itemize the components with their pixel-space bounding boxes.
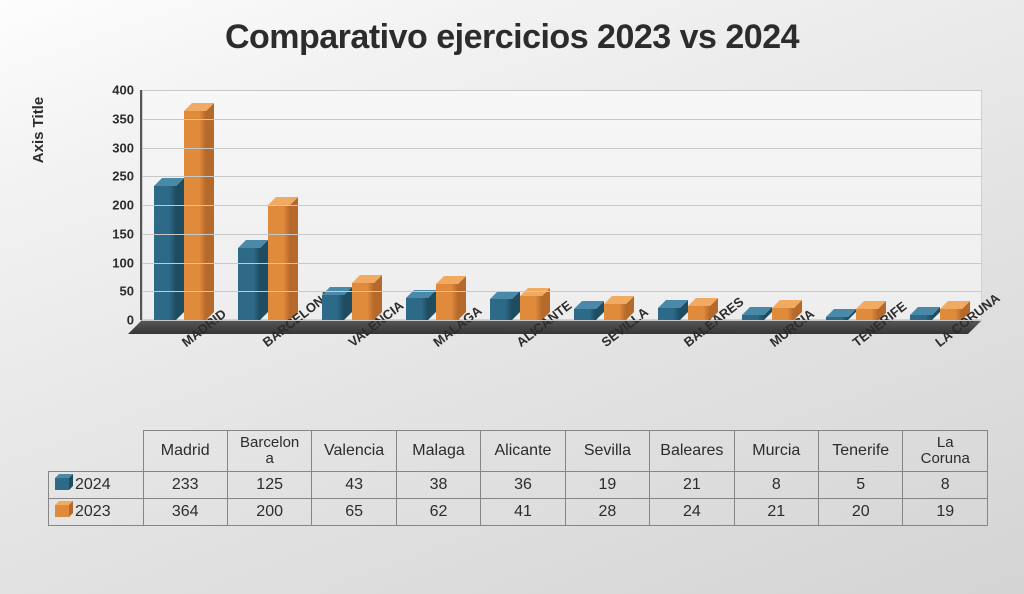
gridline — [142, 263, 982, 264]
table-cell: 8 — [903, 471, 988, 498]
table-row: 2023 3642006562412824212019 — [49, 498, 988, 525]
table-header-cell: Alicante — [481, 431, 565, 472]
table-header-cell: Barcelona — [227, 431, 311, 472]
table-cell: 41 — [481, 498, 565, 525]
table-header-cell: Sevilla — [565, 431, 649, 472]
y-tick: 150 — [112, 226, 142, 241]
table-cell: 19 — [903, 498, 988, 525]
bar — [238, 248, 260, 320]
table-header-cell: Tenerife — [819, 431, 903, 472]
table-cell: 24 — [650, 498, 734, 525]
plot-area: MADRIDBARCELONAVALENCIAMALAGAALICANTESEV… — [140, 90, 982, 320]
table-header-cell: Malaga — [396, 431, 480, 472]
y-tick: 200 — [112, 198, 142, 213]
table-cell: 21 — [734, 498, 818, 525]
data-table: MadridBarcelonaValenciaMalagaAlicanteSev… — [48, 430, 988, 526]
table-cell: 125 — [227, 471, 311, 498]
legend-swatch — [55, 505, 69, 517]
gridline — [142, 205, 982, 206]
table-cell: 36 — [481, 471, 565, 498]
bar — [154, 186, 176, 320]
legend-label: 2023 — [75, 503, 111, 520]
table-cell: 28 — [565, 498, 649, 525]
bar — [658, 308, 680, 320]
table-cell: 233 — [143, 471, 227, 498]
bar — [184, 111, 206, 320]
y-tick: 300 — [112, 140, 142, 155]
table-cell: 200 — [227, 498, 311, 525]
y-tick: 50 — [120, 284, 142, 299]
gridline — [142, 176, 982, 177]
table-cell: 65 — [312, 498, 396, 525]
chart-area: MADRIDBARCELONAVALENCIAMALAGAALICANTESEV… — [100, 80, 980, 360]
gridline — [142, 234, 982, 235]
gridline — [142, 291, 982, 292]
table-header-cell: Baleares — [650, 431, 734, 472]
legend-swatch — [55, 478, 69, 490]
table-header-cell: LaCoruna — [903, 431, 988, 472]
gridline — [142, 320, 982, 321]
table-cell: 38 — [396, 471, 480, 498]
bar — [574, 309, 596, 320]
table-header-cell: Madrid — [143, 431, 227, 472]
bar — [490, 299, 512, 320]
y-tick: 250 — [112, 169, 142, 184]
table-row: 20242331254338361921858 — [49, 471, 988, 498]
table-cell: 19 — [565, 471, 649, 498]
table-cell: 20 — [819, 498, 903, 525]
y-tick: 0 — [127, 313, 142, 328]
bar — [436, 284, 458, 320]
y-axis-label: Axis Title — [30, 60, 47, 200]
table-cell: 21 — [650, 471, 734, 498]
legend-label: 2024 — [75, 476, 111, 493]
gridline — [142, 148, 982, 149]
table-corner — [49, 431, 144, 472]
table-header-cell: Valencia — [312, 431, 396, 472]
table-cell: 8 — [734, 471, 818, 498]
chart-title: Comparativo ejercicios 2023 vs 2024 — [0, 0, 1024, 57]
y-tick: 350 — [112, 111, 142, 126]
table-cell: 364 — [143, 498, 227, 525]
table-header-cell: Murcia — [734, 431, 818, 472]
bar — [352, 283, 374, 320]
data-table-wrap: MadridBarcelonaValenciaMalagaAlicanteSev… — [48, 430, 988, 526]
gridline — [142, 119, 982, 120]
legend-cell: 2024 — [49, 471, 144, 498]
table-cell: 43 — [312, 471, 396, 498]
legend-cell: 2023 — [49, 498, 144, 525]
table-header-row: MadridBarcelonaValenciaMalagaAlicanteSev… — [49, 431, 988, 472]
y-tick: 400 — [112, 83, 142, 98]
table-cell: 5 — [819, 471, 903, 498]
gridline — [142, 90, 982, 91]
bar — [406, 298, 428, 320]
bar — [322, 295, 344, 320]
y-tick: 100 — [112, 255, 142, 270]
table-cell: 62 — [396, 498, 480, 525]
